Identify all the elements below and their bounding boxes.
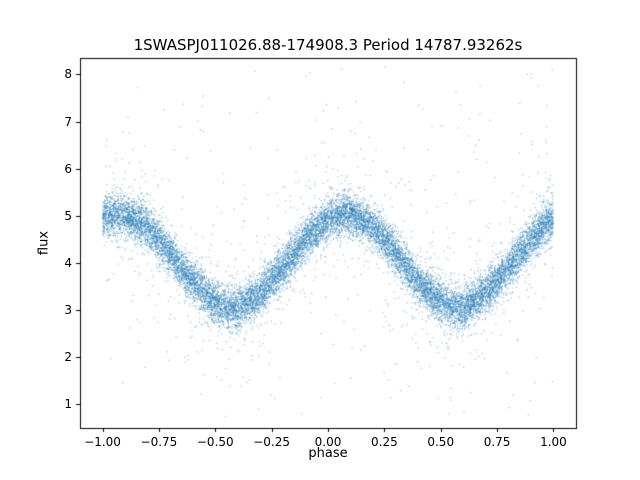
x-axis-label: phase [308,446,348,461]
y-tick-label: 3 [64,303,72,318]
y-tick-label: 2 [64,350,72,365]
chart-title: 1SWASPJ011026.88-174908.3 Period 14787.9… [133,36,523,54]
x-tick-label: 0.25 [371,435,398,449]
x-tick-label: −0.25 [253,435,291,449]
x-tick-label: −0.75 [140,435,178,449]
y-tick-label: 8 [64,67,72,82]
y-axis-label: flux [36,230,52,256]
y-tick-label: 7 [64,114,72,129]
y-tick-label: 6 [64,161,72,176]
x-tick-label: 0.75 [483,435,511,449]
x-tick-label: 0.00 [314,435,342,449]
y-tick-label: 5 [64,208,72,223]
x-tick-label: 0.50 [427,435,455,449]
x-tick-label: −1.00 [84,435,121,449]
x-tick-label: 1.00 [540,435,567,449]
y-tick-label: 1 [64,397,72,412]
x-tick-label: −0.50 [196,435,234,449]
y-tick-label: 4 [64,256,72,271]
